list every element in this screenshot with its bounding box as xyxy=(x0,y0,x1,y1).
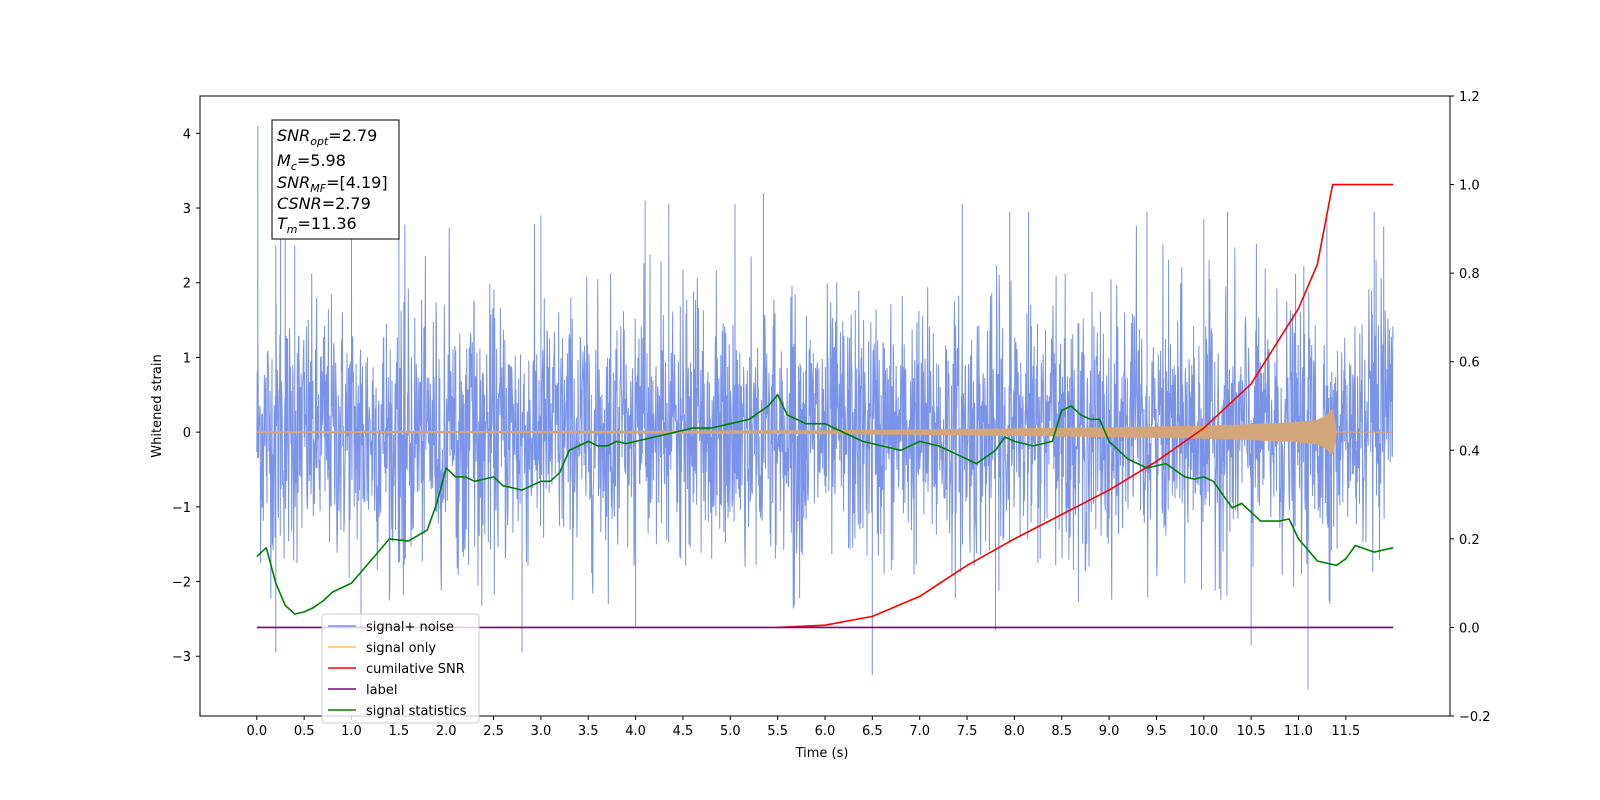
x-tick-label: 9.0 xyxy=(1099,724,1120,739)
y-tick-label: 1 xyxy=(183,351,191,366)
annotation-box: SNRopt=2.79 Mc=5.98 SNRMF=[4.19] CSNR=2.… xyxy=(271,119,400,240)
x-tick-label: 3.5 xyxy=(578,724,599,739)
x-tick-label: 1.0 xyxy=(341,724,362,739)
x-tick-label: 2.5 xyxy=(483,724,504,739)
annotation-snr-mf: SNRMF=[4.19] xyxy=(277,173,388,195)
x-tick-label: 10.5 xyxy=(1237,724,1266,739)
y2-tick-label: 0.0 xyxy=(1459,621,1480,636)
y2-tick-label: 1.2 xyxy=(1459,90,1480,105)
legend-label: signal statistics xyxy=(366,704,467,719)
x-tick-label: 4.0 xyxy=(625,724,646,739)
x-tick-label: 5.0 xyxy=(720,724,741,739)
x-tick-label: 6.5 xyxy=(862,724,883,739)
x-tick-label: 2.0 xyxy=(436,724,457,739)
y2-tick-label: 0.4 xyxy=(1459,444,1480,459)
annotation-csnr: CSNR=2.79 xyxy=(277,194,371,213)
y-tick-label: 4 xyxy=(183,127,191,142)
x-tick-label: 7.0 xyxy=(909,724,930,739)
annotation-tm: Tm=11.36 xyxy=(277,214,357,236)
x-tick-label: 10.0 xyxy=(1189,724,1218,739)
y-tick-label: 3 xyxy=(183,202,191,217)
x-tick-label: 4.5 xyxy=(673,724,694,739)
y-tick-label: −1 xyxy=(172,501,191,516)
series-cumulative-snr-line xyxy=(777,183,1394,629)
legend: signal+ noise signal only cumilative SNR… xyxy=(321,613,480,724)
legend-label: signal only xyxy=(366,641,436,656)
x-tick-label: 0.5 xyxy=(294,724,315,739)
legend-label: label xyxy=(366,683,397,698)
legend-label: cumilative SNR xyxy=(366,662,465,677)
x-tick-label: 8.5 xyxy=(1051,724,1072,739)
y2-tick-label: 0.2 xyxy=(1459,533,1480,548)
x-tick-label: 9.5 xyxy=(1146,724,1167,739)
x-tick-label: 6.0 xyxy=(815,724,836,739)
x-tick-label: 7.5 xyxy=(957,724,978,739)
legend-entry-label: label xyxy=(328,683,397,698)
x-tick-label: 8.0 xyxy=(1004,724,1025,739)
x-tick-label: 11.0 xyxy=(1284,724,1313,739)
y-axis-label: Whitened strain xyxy=(150,354,165,457)
annotation-snr-opt: SNRopt=2.79 xyxy=(277,126,377,148)
y-tick-label: 2 xyxy=(183,277,191,292)
y-tick-label: −2 xyxy=(172,576,191,591)
legend-entry-cumulative-snr: cumilative SNR xyxy=(328,662,465,677)
x-tick-label: 0.0 xyxy=(246,724,267,739)
x-tick-label: 5.5 xyxy=(767,724,788,739)
x-tick-label: 3.0 xyxy=(531,724,552,739)
y2-tick-label: 1.0 xyxy=(1459,179,1480,194)
legend-entry-signal-statistics: signal statistics xyxy=(328,704,467,719)
legend-entry-signal-only: signal only xyxy=(328,641,436,656)
legend-entry-signal-noise: signal+ noise xyxy=(328,620,454,635)
y2-tick-label: 0.8 xyxy=(1459,267,1480,282)
y-tick-label: −3 xyxy=(172,650,191,665)
axes: 0.0 0.5 1.0 1.5 2.0 2.5 3.0 3.5 4.0 4.5 5.0 5.5 6.0 6… xyxy=(172,90,1491,739)
series-signal-noise-line xyxy=(256,125,1394,690)
x-axis-label: Time (s) xyxy=(795,746,849,761)
x-tick-label: 1.5 xyxy=(389,724,410,739)
y-tick-label: 0 xyxy=(183,426,191,441)
series-signal-statistics-line xyxy=(256,394,1394,615)
legend-frame xyxy=(321,613,480,724)
legend-label: signal+ noise xyxy=(366,620,454,635)
y2-tick-label: 0.6 xyxy=(1459,356,1480,371)
plot-area xyxy=(256,125,1394,690)
y2-tick-label: −0.2 xyxy=(1459,710,1491,725)
annotation-mc: Mc=5.98 xyxy=(277,151,346,173)
x-tick-label: 11.5 xyxy=(1331,724,1360,739)
annotation-frame xyxy=(271,119,400,240)
